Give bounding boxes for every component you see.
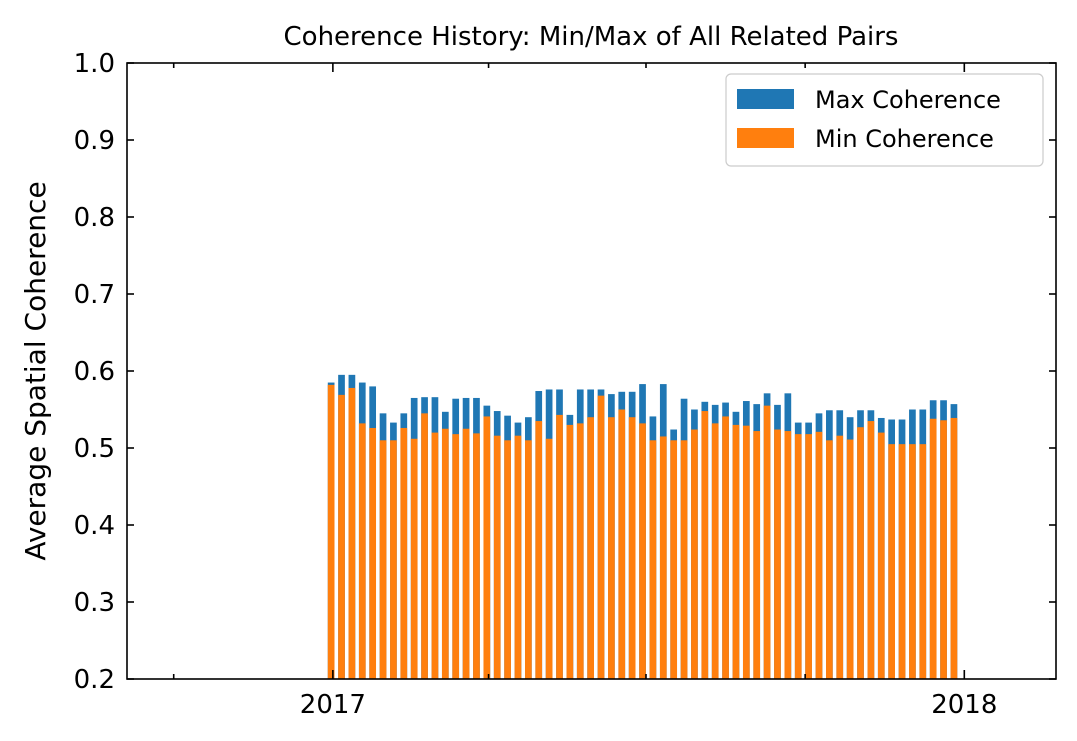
min-coherence-bar bbox=[877, 432, 885, 679]
min-coherence-bar bbox=[857, 427, 864, 679]
min-coherence-bar bbox=[483, 416, 491, 679]
min-coherence-bar bbox=[940, 420, 947, 679]
min-coherence-bar bbox=[618, 409, 626, 679]
min-coherence-bar bbox=[711, 423, 719, 679]
min-coherence-bar bbox=[649, 440, 657, 679]
min-coherence-bar bbox=[587, 417, 594, 679]
x-tick-label: 2017 bbox=[300, 690, 366, 720]
y-tick-label: 0.2 bbox=[74, 665, 115, 695]
min-coherence-bar bbox=[929, 418, 937, 679]
min-coherence-bar bbox=[348, 387, 356, 679]
min-coherence-bar bbox=[556, 414, 563, 679]
min-coherence-bar bbox=[473, 433, 480, 679]
min-coherence-bar bbox=[742, 425, 750, 679]
min-coherence-bar bbox=[338, 394, 345, 679]
legend-label-max: Max Coherence bbox=[815, 86, 1001, 114]
min-coherence-bar bbox=[950, 417, 958, 679]
min-coherence-bar bbox=[836, 435, 844, 679]
min-coherence-bar bbox=[691, 429, 698, 679]
legend-swatch-min bbox=[737, 128, 794, 148]
y-tick-label: 0.6 bbox=[74, 357, 115, 387]
legend-swatch-max bbox=[737, 89, 794, 109]
plot-frame bbox=[126, 62, 1057, 680]
min-coherence-bar bbox=[909, 444, 916, 679]
y-tick-label: 0.7 bbox=[74, 280, 115, 310]
min-coherence-bar bbox=[441, 428, 449, 679]
min-coherence-bar bbox=[535, 421, 543, 679]
y-tick-label: 1.0 bbox=[74, 49, 115, 79]
min-coherence-bar bbox=[390, 440, 397, 679]
min-coherence-bar bbox=[525, 440, 532, 679]
min-coherence-bar bbox=[919, 444, 927, 679]
min-coherence-bar bbox=[805, 434, 812, 679]
y-tick-label: 0.8 bbox=[74, 203, 115, 233]
bars-group bbox=[327, 374, 958, 679]
ticks-group: 0.2 0.3 0.4 0.5 0.6 0.7 0.8 0.9 1.0 2017 2018 bbox=[74, 49, 1056, 720]
y-tick-label: 0.3 bbox=[74, 588, 115, 618]
min-coherence-bar bbox=[639, 423, 646, 679]
x-tick-label: 2018 bbox=[931, 690, 997, 720]
min-coherence-bar bbox=[410, 438, 418, 679]
min-coherence-bar bbox=[628, 417, 636, 679]
min-coherence-bar bbox=[784, 431, 792, 679]
min-coherence-bar bbox=[659, 436, 667, 679]
chart-title: Coherence History: Min/Max of All Relate… bbox=[284, 22, 899, 52]
min-coherence-bar bbox=[898, 444, 906, 679]
min-coherence-bar bbox=[504, 440, 511, 679]
min-coherence-bar bbox=[794, 434, 802, 679]
min-coherence-bar bbox=[722, 416, 729, 679]
y-axis-label: Average Spatial Coherence bbox=[19, 181, 52, 560]
min-coherence-bar bbox=[566, 424, 574, 679]
min-coherence-bar bbox=[608, 417, 615, 679]
min-coherence-bar bbox=[545, 438, 553, 679]
min-coherence-bar bbox=[826, 440, 833, 679]
legend-box bbox=[725, 73, 1044, 167]
min-coherence-bar bbox=[753, 431, 761, 679]
legend: Max Coherence Min Coherence bbox=[725, 73, 1044, 167]
min-coherence-bar bbox=[379, 440, 387, 679]
min-coherence-bar bbox=[763, 405, 771, 679]
min-coherence-bar bbox=[888, 444, 895, 679]
min-coherence-bar bbox=[431, 432, 439, 679]
y-tick-label: 0.4 bbox=[74, 511, 115, 541]
min-coherence-bar bbox=[369, 427, 377, 679]
min-coherence-bar bbox=[514, 435, 522, 679]
min-coherence-bar bbox=[680, 440, 688, 679]
min-coherence-bar bbox=[400, 427, 408, 679]
min-coherence-bar bbox=[701, 411, 709, 679]
min-coherence-bar bbox=[327, 384, 335, 679]
min-coherence-bar bbox=[452, 434, 460, 679]
min-coherence-bar bbox=[846, 439, 854, 679]
min-coherence-bar bbox=[867, 421, 875, 679]
min-coherence-bar bbox=[576, 423, 584, 679]
legend-label-min: Min Coherence bbox=[815, 125, 994, 153]
y-tick-label: 0.9 bbox=[74, 126, 115, 156]
min-coherence-bar bbox=[732, 424, 740, 679]
y-tick-label: 0.5 bbox=[74, 434, 115, 464]
min-coherence-bar bbox=[597, 395, 605, 679]
min-coherence-bar bbox=[670, 440, 678, 679]
min-coherence-bar bbox=[462, 428, 470, 679]
min-coherence-bar bbox=[774, 429, 781, 679]
min-coherence-bar bbox=[421, 413, 428, 679]
min-coherence-bar bbox=[358, 423, 366, 679]
min-coherence-bar bbox=[815, 431, 823, 679]
min-coherence-bar bbox=[493, 435, 501, 679]
